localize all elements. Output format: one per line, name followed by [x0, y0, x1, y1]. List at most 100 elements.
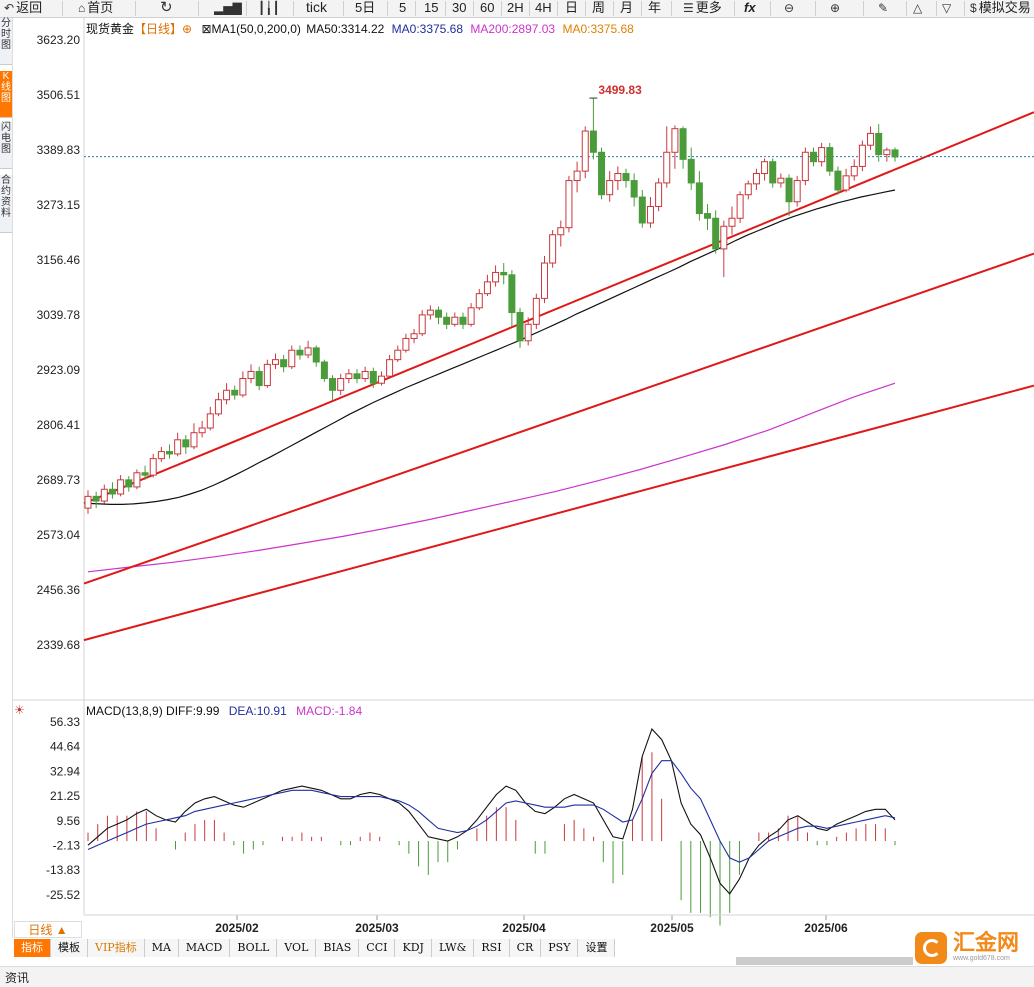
macd-settings-icon[interactable]: ☀: [14, 703, 25, 717]
shape-down-button[interactable]: ▽: [942, 0, 953, 17]
indicator-tab-12[interactable]: CR: [509, 939, 542, 957]
period-30m[interactable]: 30: [452, 0, 467, 15]
macd-tick-label: 32.94: [50, 764, 80, 778]
refresh-button[interactable]: ↻: [160, 0, 175, 17]
scrollbar-thumb[interactable]: [736, 957, 916, 965]
bar-chart-icon: ▂▅▇: [214, 1, 242, 15]
zoom-in-icon: ⊕: [830, 1, 841, 15]
indicator-tab-3[interactable]: MA: [144, 939, 179, 957]
back-button[interactable]: ↶ 返回: [4, 0, 43, 15]
candle-body: [573, 170, 581, 182]
period-5m[interactable]: 5: [399, 0, 407, 15]
candle-body: [141, 472, 149, 476]
triangle-down-icon: ▽: [942, 1, 952, 15]
candle-body: [190, 432, 198, 448]
pencil-icon: ✎: [878, 1, 889, 15]
channel-line: [83, 252, 1034, 585]
candle-body: [524, 323, 532, 342]
period-label: 【日线】: [134, 22, 183, 36]
indicator-tab-13[interactable]: PSY: [541, 939, 579, 957]
simulated-trading-button[interactable]: $ 模拟交易: [970, 0, 1031, 15]
indicator-tab-5[interactable]: BOLL: [230, 939, 278, 957]
macd-tick-label: -25.52: [46, 888, 80, 902]
indicator-tab-14[interactable]: 设置: [578, 939, 616, 957]
period-day[interactable]: 日: [565, 0, 579, 15]
period-4h[interactable]: 4H: [535, 0, 552, 15]
candle-body: [337, 378, 345, 391]
indicator-tab-4[interactable]: MACD: [178, 939, 231, 957]
period-60m[interactable]: 60: [480, 0, 495, 15]
home-button[interactable]: ⌂ 首页: [78, 0, 114, 15]
indicator-tab-8[interactable]: CCI: [359, 939, 396, 957]
indicator-tab-6[interactable]: VOL: [277, 939, 317, 957]
shape-up-button[interactable]: △: [913, 0, 924, 17]
period-15m[interactable]: 15: [424, 0, 439, 15]
channel-line: [83, 111, 1034, 505]
price-tick-label: 3506.51: [37, 88, 81, 102]
indicator-tab-0[interactable]: 指标: [14, 939, 51, 957]
candle-body: [100, 488, 108, 502]
candle-body: [174, 439, 182, 455]
indicator-tab-9[interactable]: KDJ: [395, 939, 432, 957]
period-5d[interactable]: 5日: [355, 0, 376, 15]
candle-body: [206, 413, 214, 429]
candle-body: [663, 151, 671, 184]
diff-value: DIFF:9.99: [166, 704, 220, 718]
period-week[interactable]: 周: [592, 0, 606, 15]
price-tick-label: 3156.46: [37, 253, 81, 267]
bottom-bar: 资讯: [0, 966, 1034, 987]
candle-body: [329, 378, 337, 391]
candle-body: [671, 128, 679, 153]
news-tab[interactable]: 资讯: [5, 971, 30, 985]
formula-button[interactable]: fx: [744, 0, 756, 15]
candle-body: [296, 349, 304, 356]
indicator-button[interactable]: ▂▅▇: [214, 0, 244, 17]
indicator-tab-11[interactable]: RSI: [474, 939, 510, 957]
ma-set-icon[interactable]: ⊠: [201, 22, 212, 36]
period-2h[interactable]: 2H: [507, 0, 524, 15]
candle-body: [891, 149, 899, 158]
candle-body: [223, 389, 231, 401]
date-tick-label: 2025/05: [650, 921, 694, 935]
home-icon: ⌂: [78, 1, 86, 15]
draw-button[interactable]: ✎: [878, 0, 890, 17]
candle-body: [793, 180, 801, 203]
zoom-out-icon: ⊖: [784, 1, 795, 15]
zoom-out-button[interactable]: ⊖: [784, 0, 796, 17]
chart-area[interactable]: 3623.20 3506.51 3389.83 3273.15 3156.46 3039.…: [0, 0, 1034, 940]
indicator-tab-10[interactable]: LW&: [431, 939, 475, 957]
period-month[interactable]: 月: [620, 0, 634, 15]
tick-button[interactable]: tick: [306, 0, 327, 15]
candle-body: [492, 271, 500, 283]
candle-body: [752, 172, 760, 185]
candle-body: [549, 234, 557, 264]
macd-value: MACD:-1.84: [296, 704, 363, 718]
zoom-in-button[interactable]: ⊕: [830, 0, 842, 17]
candle-body: [712, 217, 720, 250]
period-year[interactable]: 年: [648, 0, 662, 15]
period-selector-button[interactable]: 日线 ▲: [14, 921, 82, 938]
macd-layer: 56.33 44.64 32.94 21.25 9.56 -2.13 -13.83 -25.5…: [46, 715, 896, 926]
candle-body: [589, 130, 597, 153]
indicator-tab-7[interactable]: BIAS: [316, 939, 360, 957]
tab-contract-info[interactable]: 合约资料: [0, 175, 12, 233]
candle-body: [638, 196, 646, 224]
tab-flash-chart[interactable]: 闪电图: [0, 122, 12, 169]
candle-type-button[interactable]: ┃╽┃: [258, 0, 282, 17]
price-tick-label: 3623.20: [37, 33, 81, 47]
candle-body: [345, 373, 353, 380]
indicator-tab-1[interactable]: 模板: [51, 939, 88, 957]
settings-gear-icon[interactable]: ⊕: [182, 22, 193, 36]
date-tick-label: 2025/03: [355, 921, 399, 935]
candle-body: [361, 370, 369, 380]
candle-body: [198, 427, 206, 434]
candle-body: [598, 151, 606, 196]
indicator-tab-2[interactable]: VIP指标: [88, 939, 145, 957]
ma200-value: MA200:2897.03: [470, 22, 556, 36]
macd-tick-label: 56.33: [50, 715, 80, 729]
tab-timeshare[interactable]: 分时图: [0, 18, 12, 65]
toolbar: ↶ 返回 ⌂ 首页 ↻ ▂▅▇ ┃╽┃ tick 5日 5 15 30 60 2H …: [0, 0, 1034, 18]
more-button[interactable]: ☰ 更多: [683, 0, 722, 15]
